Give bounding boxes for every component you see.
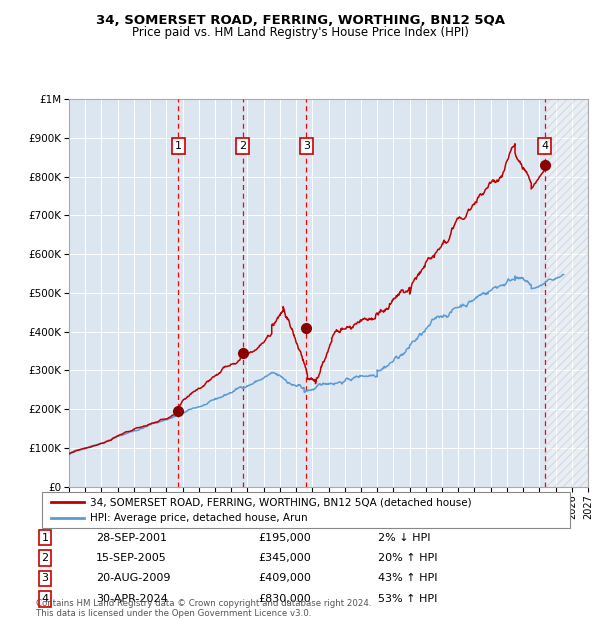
Text: 2: 2 — [41, 553, 49, 563]
Text: 4: 4 — [541, 141, 548, 151]
Text: 28-SEP-2001: 28-SEP-2001 — [96, 533, 167, 542]
Text: 53% ↑ HPI: 53% ↑ HPI — [378, 594, 437, 604]
Text: 2: 2 — [239, 141, 246, 151]
Text: Price paid vs. HM Land Registry's House Price Index (HPI): Price paid vs. HM Land Registry's House … — [131, 26, 469, 39]
Text: £195,000: £195,000 — [258, 533, 311, 542]
Text: 1: 1 — [175, 141, 182, 151]
Text: 34, SOMERSET ROAD, FERRING, WORTHING, BN12 5QA (detached house): 34, SOMERSET ROAD, FERRING, WORTHING, BN… — [90, 497, 472, 507]
Text: 20-AUG-2009: 20-AUG-2009 — [96, 574, 170, 583]
Text: 34, SOMERSET ROAD, FERRING, WORTHING, BN12 5QA: 34, SOMERSET ROAD, FERRING, WORTHING, BN… — [95, 14, 505, 27]
Text: 1: 1 — [41, 533, 49, 542]
Text: 2% ↓ HPI: 2% ↓ HPI — [378, 533, 431, 542]
Text: £345,000: £345,000 — [258, 553, 311, 563]
Text: HPI: Average price, detached house, Arun: HPI: Average price, detached house, Arun — [90, 513, 308, 523]
Text: 20% ↑ HPI: 20% ↑ HPI — [378, 553, 437, 563]
Text: Contains HM Land Registry data © Crown copyright and database right 2024.
This d: Contains HM Land Registry data © Crown c… — [36, 599, 371, 618]
Text: 3: 3 — [41, 574, 49, 583]
Bar — [545, 99, 588, 487]
Text: £830,000: £830,000 — [258, 594, 311, 604]
Text: £409,000: £409,000 — [258, 574, 311, 583]
Text: 30-APR-2024: 30-APR-2024 — [96, 594, 168, 604]
Text: 43% ↑ HPI: 43% ↑ HPI — [378, 574, 437, 583]
Text: 3: 3 — [303, 141, 310, 151]
Text: 15-SEP-2005: 15-SEP-2005 — [96, 553, 167, 563]
Text: 4: 4 — [41, 594, 49, 604]
